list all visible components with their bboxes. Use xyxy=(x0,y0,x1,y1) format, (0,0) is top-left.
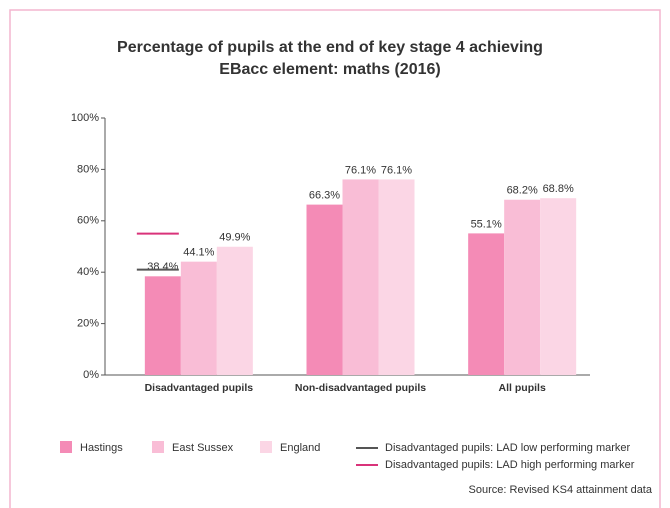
value-label: 68.2% xyxy=(507,185,538,197)
legend-swatch xyxy=(152,441,164,453)
bar xyxy=(180,261,217,375)
x-tick-label: Disadvantaged pupils xyxy=(145,382,254,394)
bar xyxy=(540,198,577,375)
legend-label: Hastings xyxy=(80,442,123,454)
value-label: 66.3% xyxy=(309,190,340,202)
bar xyxy=(144,276,181,375)
bar xyxy=(378,179,415,375)
bar xyxy=(216,246,253,375)
x-tick-label: All pupils xyxy=(499,382,546,394)
bar xyxy=(468,233,505,375)
value-label: 38.4% xyxy=(147,261,178,273)
value-label: 76.1% xyxy=(345,164,376,176)
bar xyxy=(306,204,343,375)
x-tick-label: Non-disadvantaged pupils xyxy=(295,382,426,394)
value-label: 55.1% xyxy=(471,218,502,230)
y-tick-label: 40% xyxy=(77,266,99,278)
frame xyxy=(9,9,661,508)
chart-title: Percentage of pupils at the end of key s… xyxy=(117,39,543,56)
source-note: Source: Revised KS4 attainment data xyxy=(469,484,653,496)
y-tick-label: 60% xyxy=(77,215,99,227)
legend-label: England xyxy=(280,442,320,454)
legend-label: East Sussex xyxy=(172,442,234,454)
value-label: 49.9% xyxy=(219,232,250,244)
bar xyxy=(504,199,541,375)
y-tick-label: 100% xyxy=(71,112,99,124)
y-tick-label: 80% xyxy=(77,163,99,175)
value-label: 76.1% xyxy=(381,164,412,176)
legend-swatch xyxy=(260,441,272,453)
y-tick-label: 20% xyxy=(77,318,99,330)
value-label: 44.1% xyxy=(183,247,214,259)
bar xyxy=(342,179,379,375)
y-tick-label: 0% xyxy=(83,369,99,381)
chart-title: EBacc element: maths (2016) xyxy=(219,61,440,78)
value-label: 68.8% xyxy=(543,183,574,195)
legend-label: Disadvantaged pupils: LAD low performing… xyxy=(385,442,631,454)
legend-label: Disadvantaged pupils: LAD high performin… xyxy=(385,459,635,471)
legend-swatch xyxy=(60,441,72,453)
